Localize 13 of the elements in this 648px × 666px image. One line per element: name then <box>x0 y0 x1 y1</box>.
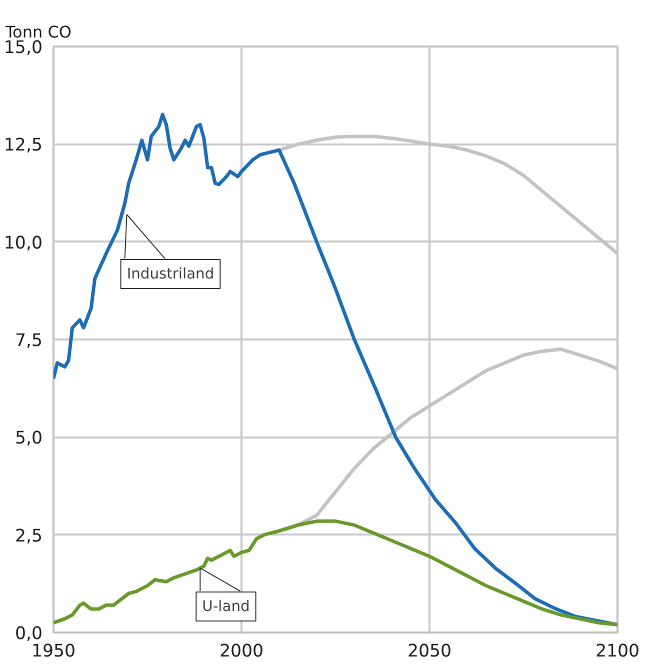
x-tick-label: 2100 <box>595 642 640 662</box>
x-tick-label: 2000 <box>219 642 264 662</box>
y-tick-label: 12,5 <box>4 136 43 156</box>
line-series <box>54 519 618 626</box>
y-tick-label: 5,0 <box>14 428 43 449</box>
annotation: Industriland <box>126 265 214 282</box>
y-tick-label: 2,5 <box>14 526 43 546</box>
annotation: U-land <box>202 598 250 616</box>
x-tick-label: 1950 <box>31 642 76 662</box>
y-tick-label: 7,5 <box>14 331 43 351</box>
y-tick-label: 0,0 <box>14 624 43 644</box>
x-tick-label: 2050 <box>407 642 452 662</box>
y-tick-label: 10,0 <box>4 233 43 254</box>
